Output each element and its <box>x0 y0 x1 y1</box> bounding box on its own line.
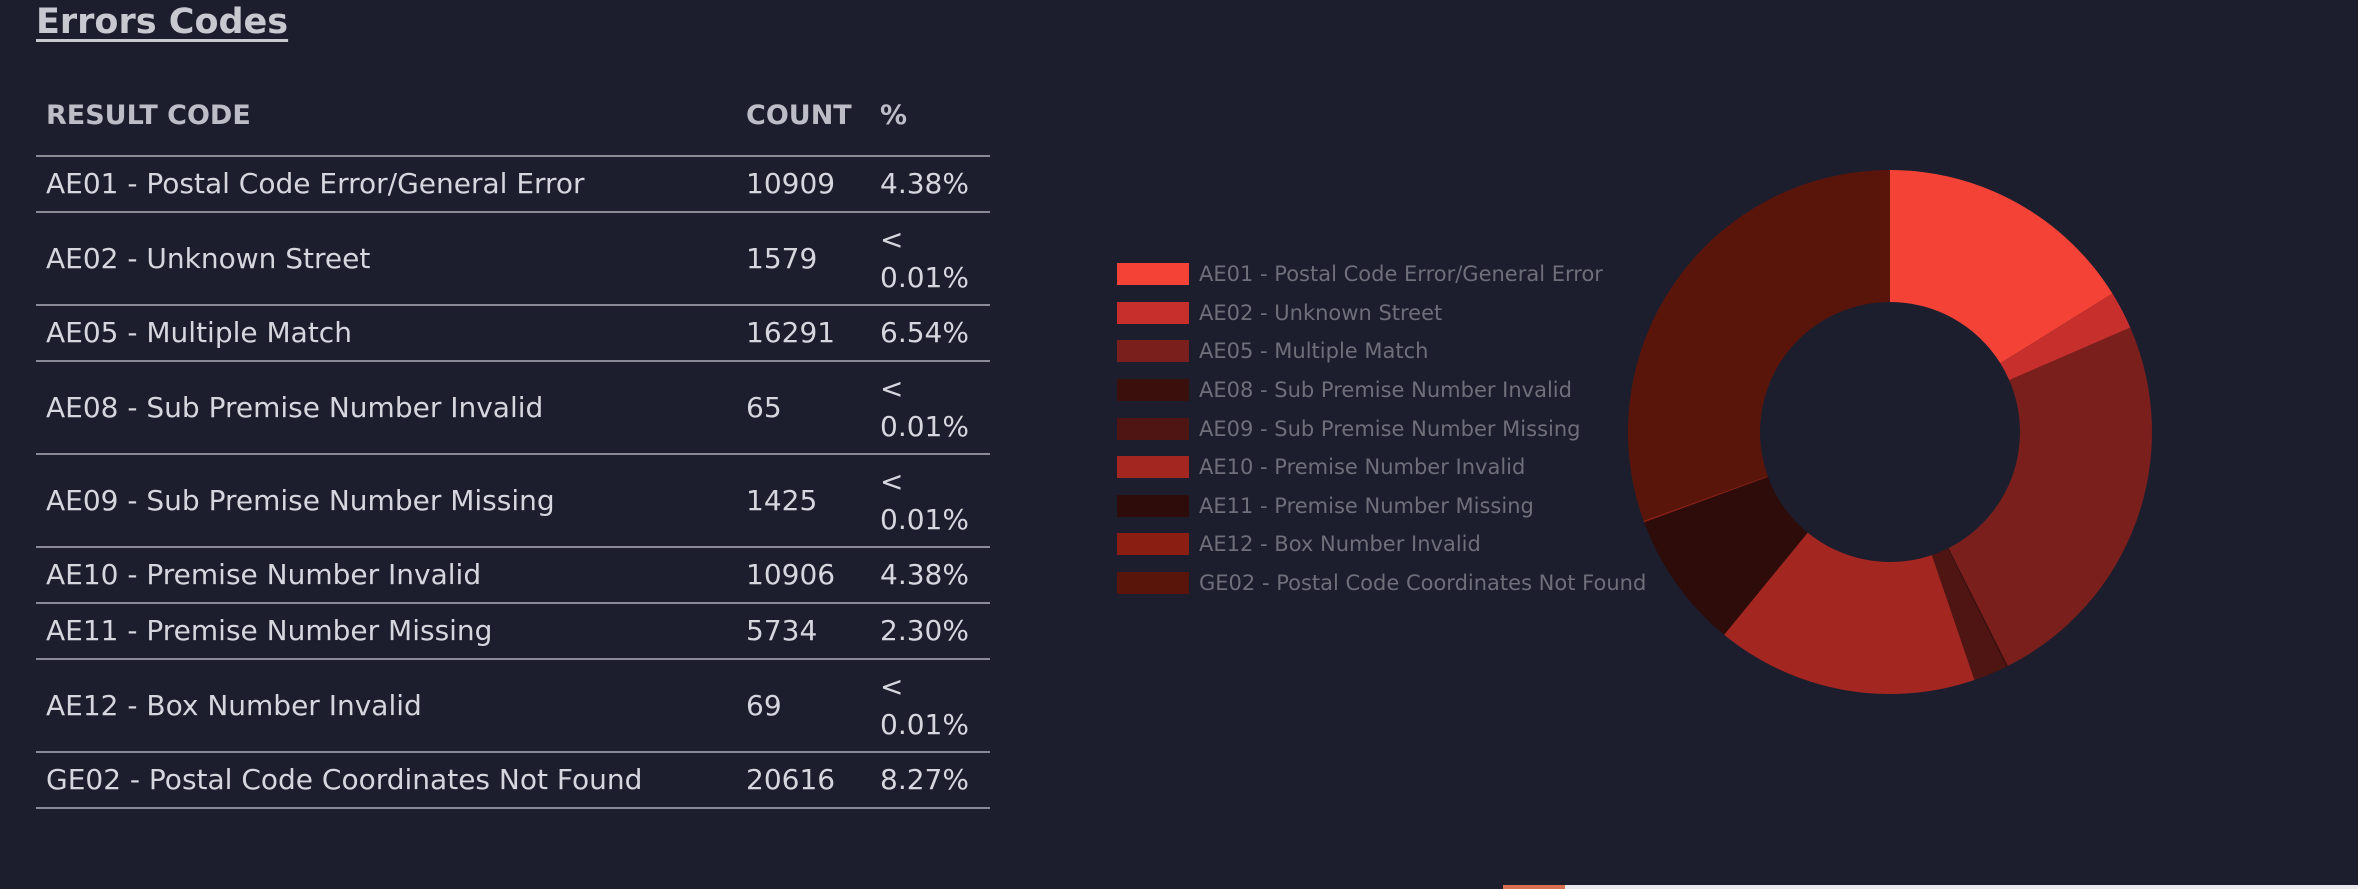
percent-value: 4.38% <box>880 558 969 591</box>
legend-item[interactable]: AE08 - Sub Premise Number Invalid <box>1117 371 1646 410</box>
error-codes-table: RESULT CODE COUNT % AE01 - Postal Code E… <box>36 92 990 809</box>
donut-slice[interactable] <box>1931 548 2007 681</box>
result-code-cell: AE02 - Unknown Street <box>36 212 736 306</box>
page-title: Errors Codes <box>36 2 289 42</box>
percent-cell: 2.30% <box>870 603 990 660</box>
legend-label: AE12 - Box Number Invalid <box>1199 532 1481 557</box>
table-row: AE10 - Premise Number Invalid 10906 4.38% <box>36 547 990 604</box>
legend-item[interactable]: AE11 - Premise Number Missing <box>1117 487 1646 526</box>
donut-slice[interactable] <box>1890 170 2113 364</box>
legend-swatch <box>1117 263 1189 286</box>
donut-slice[interactable] <box>1644 476 1808 635</box>
less-than-marker: < <box>880 464 904 498</box>
donut-slice[interactable] <box>1643 476 1768 523</box>
percent-cell: 4.38% <box>870 156 990 213</box>
legend-swatch <box>1117 456 1189 479</box>
donut-chart <box>1628 170 2152 695</box>
percent-value: 6.54% <box>880 316 969 349</box>
percent-value: 0.01% <box>880 707 969 741</box>
result-code-cell: AE01 - Postal Code Error/General Error <box>36 156 736 213</box>
bottom-strip-accent <box>1503 885 1565 889</box>
bottom-scroll-strip <box>1503 885 2358 889</box>
legend-swatch <box>1117 379 1189 402</box>
legend-item[interactable]: AE09 - Sub Premise Number Missing <box>1117 409 1646 448</box>
donut-slice[interactable] <box>1947 548 2008 667</box>
table-row: AE12 - Box Number Invalid 69 <0.01% <box>36 659 990 753</box>
legend-swatch <box>1117 494 1189 517</box>
legend-swatch <box>1117 572 1189 595</box>
percent-cell: <0.01% <box>870 212 990 306</box>
legend-label: AE10 - Premise Number Invalid <box>1199 455 1526 480</box>
percent-value: 4.38% <box>880 167 969 200</box>
legend-label: AE05 - Multiple Match <box>1199 339 1429 364</box>
percent-cell: 4.38% <box>870 547 990 604</box>
percent-cell: <0.01% <box>870 659 990 753</box>
legend-item[interactable]: AE02 - Unknown Street <box>1117 294 1646 333</box>
count-cell: 65 <box>736 361 870 455</box>
donut-slice[interactable] <box>1628 170 1890 521</box>
legend-label: AE02 - Unknown Street <box>1199 300 1443 325</box>
legend-item[interactable]: AE01 - Postal Code Error/General Error <box>1117 255 1646 294</box>
legend-label: GE02 - Postal Code Coordinates Not Found <box>1199 571 1647 596</box>
result-code-cell: AE12 - Box Number Invalid <box>36 659 736 753</box>
table-row: AE09 - Sub Premise Number Missing 1425 <0.… <box>36 454 990 548</box>
table-row: AE08 - Sub Premise Number Invalid 65 <0.01… <box>36 361 990 455</box>
percent-value: 0.01% <box>880 409 969 443</box>
legend-item[interactable]: GE02 - Postal Code Coordinates Not Found <box>1117 564 1646 603</box>
less-than-marker: < <box>880 222 904 256</box>
legend-item[interactable]: AE05 - Multiple Match <box>1117 332 1646 371</box>
table-row: AE02 - Unknown Street 1579 <0.01% <box>36 212 990 306</box>
legend-swatch <box>1117 301 1189 324</box>
percent-cell: <0.01% <box>870 361 990 455</box>
result-code-cell: AE10 - Premise Number Invalid <box>36 547 736 604</box>
less-than-marker: < <box>880 669 904 703</box>
count-cell: 10909 <box>736 156 870 213</box>
table-row: GE02 - Postal Code Coordinates Not Found… <box>36 752 990 809</box>
result-code-cell: AE11 - Premise Number Missing <box>36 603 736 660</box>
legend-item[interactable]: AE10 - Premise Number Invalid <box>1117 448 1646 487</box>
percent-value: 2.30% <box>880 614 969 647</box>
percent-cell: 8.27% <box>870 752 990 809</box>
percent-value: 8.27% <box>880 763 969 796</box>
count-header[interactable]: COUNT <box>736 92 870 157</box>
count-cell: 10906 <box>736 547 870 604</box>
count-cell: 16291 <box>736 305 870 362</box>
donut-slice[interactable] <box>1724 532 1975 695</box>
legend-item[interactable]: AE12 - Box Number Invalid <box>1117 525 1646 564</box>
legend-swatch <box>1117 340 1189 363</box>
result-code-cell: GE02 - Postal Code Coordinates Not Found <box>36 752 736 809</box>
legend-label: AE08 - Sub Premise Number Invalid <box>1199 378 1572 403</box>
donut-slice[interactable] <box>2000 293 2131 381</box>
percent-cell: 6.54% <box>870 305 990 362</box>
percent-value: 0.01% <box>880 502 969 536</box>
table-row: AE01 - Postal Code Error/General Error 10… <box>36 156 990 213</box>
table-row: AE05 - Multiple Match 16291 6.54% <box>36 305 990 362</box>
count-cell: 1425 <box>736 454 870 548</box>
percent-header[interactable]: % <box>870 92 990 157</box>
less-than-marker: < <box>880 371 904 405</box>
count-cell: 20616 <box>736 752 870 809</box>
chart-legend: AE01 - Postal Code Error/General Error AE… <box>1117 255 1646 602</box>
count-cell: 69 <box>736 659 870 753</box>
legend-swatch <box>1117 533 1189 556</box>
legend-swatch <box>1117 417 1189 440</box>
result-code-cell: AE05 - Multiple Match <box>36 305 736 362</box>
legend-label: AE01 - Postal Code Error/General Error <box>1199 262 1603 287</box>
legend-label: AE11 - Premise Number Missing <box>1199 493 1534 518</box>
table-row: AE11 - Premise Number Missing 5734 2.30% <box>36 603 990 660</box>
percent-value: 0.01% <box>880 260 969 294</box>
count-cell: 1579 <box>736 212 870 306</box>
result-code-cell: AE09 - Sub Premise Number Missing <box>36 454 736 548</box>
legend-label: AE09 - Sub Premise Number Missing <box>1199 416 1581 441</box>
result-code-header[interactable]: RESULT CODE <box>36 92 736 157</box>
table-header-row: RESULT CODE COUNT % <box>36 92 990 157</box>
donut-slice[interactable] <box>1948 327 2152 667</box>
percent-cell: <0.01% <box>870 454 990 548</box>
table-body: AE01 - Postal Code Error/General Error 10… <box>36 156 990 809</box>
count-cell: 5734 <box>736 603 870 660</box>
result-code-cell: AE08 - Sub Premise Number Invalid <box>36 361 736 455</box>
